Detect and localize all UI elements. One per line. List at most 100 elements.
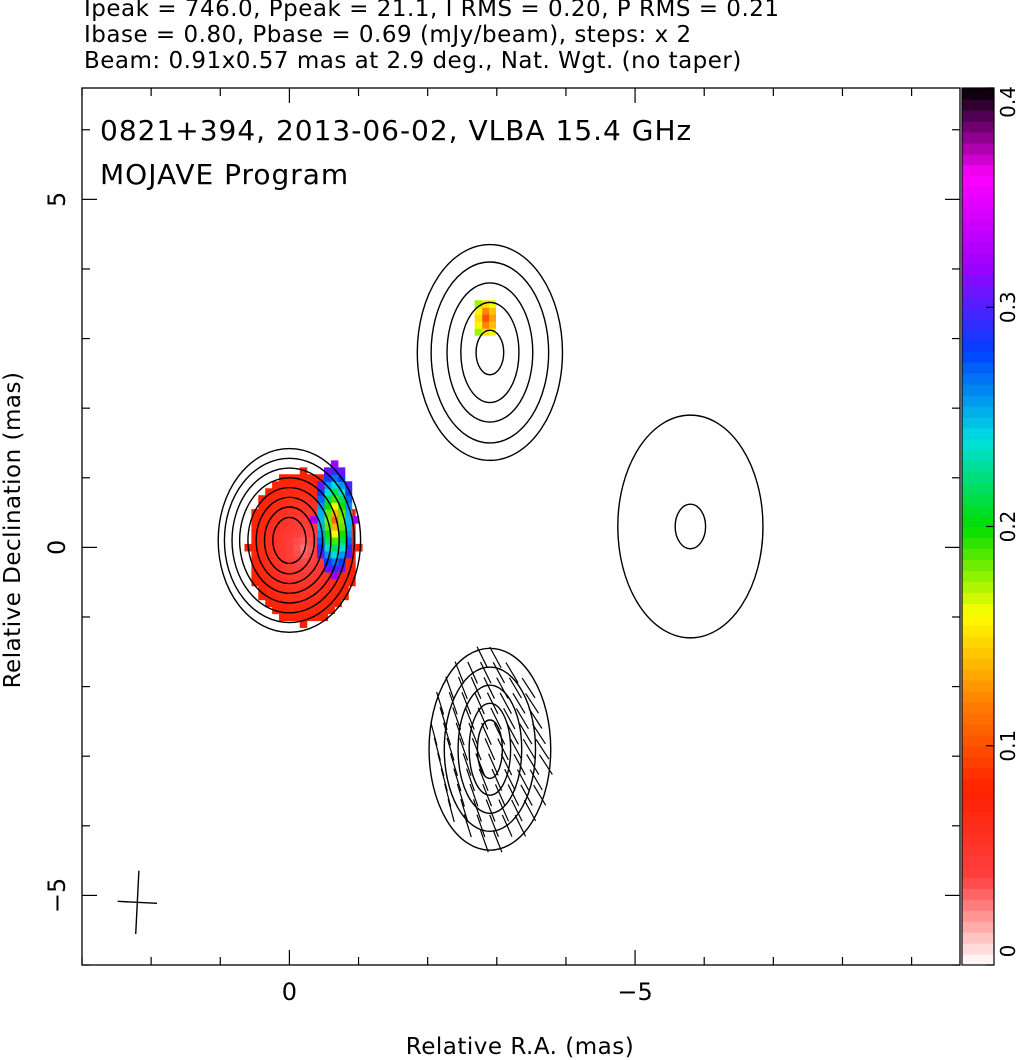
polarization-pixel [272,495,280,503]
colorbar-swatch [962,131,994,144]
polarization-pixel [474,328,483,336]
intensity-contour [231,467,348,614]
polarization-pixel [265,509,273,517]
colorbar-swatch [962,120,994,133]
evpa-tick [455,722,465,746]
evpa-tick [448,691,458,715]
intensity-contour [457,684,523,814]
polarization-pixel [299,529,308,538]
polarization-pixel [481,314,490,322]
polarization-pixel [279,592,287,601]
header-stats-line: Ipeak = 746.0, Ppeak = 21.1, I RMS = 0.2… [84,0,780,22]
polarization-pixel [279,529,287,538]
polarization-pixel [337,529,346,538]
intensity-contour [460,301,520,404]
colorbar-swatch [962,570,994,582]
polarization-pixel [265,557,273,566]
polarization-pixel [337,543,346,552]
polarization-pixel [285,564,294,573]
polarization-pixel [344,509,353,517]
evpa-tick [509,738,523,760]
colorbar-swatch [962,855,994,867]
evpa-tick [489,814,499,838]
colorbar-swatch [962,548,994,560]
y-axis-label: Relative Declination (mas) [0,372,26,689]
intensity-contour [255,496,324,585]
evpa-tick [464,707,475,730]
polarization-pixel [323,536,332,545]
polarization-pixel [348,578,356,587]
evpa-tick [487,753,499,776]
colorbar-swatch [962,340,994,352]
colorbar-swatch [962,351,994,363]
polarization-pixel [258,509,266,517]
polarization-pixel [251,516,259,524]
polarization-pixel [265,529,273,538]
polarization-pixel [299,481,308,489]
polarization-pixel [265,495,273,503]
polarization-pixel [285,550,294,559]
polarization-pixel [258,585,266,594]
polarization-pixel [330,474,339,482]
polarization-pixel [279,523,287,531]
polarization-pixel [299,495,308,503]
polarization-pixel [337,502,346,510]
evpa-tick [478,768,489,792]
polarization-pixel [251,557,259,566]
polarization-pixel [272,529,280,538]
polarization-pixel [337,467,346,475]
polarization-pixel [251,571,259,580]
polarization-pixel [330,543,339,552]
intensity-contour [263,506,315,575]
polarization-pixel [330,495,339,503]
polarization-pixel [341,592,349,601]
colorbar-swatch [962,932,994,944]
polarization-pixel [292,536,301,545]
colorbar-swatch [962,833,994,846]
colorbar-swatch [962,471,994,484]
polarization-pixel [279,606,287,615]
polarization-pixel [323,502,332,510]
polarization-pixel [285,571,294,580]
polarization-pixel [292,613,301,622]
intensity-contour [430,261,550,444]
polarization-pixel [251,523,259,531]
evpa-tick [512,692,526,714]
polarization-pixel [344,495,353,503]
polarization-pixel [313,474,322,482]
polarization-pixel [337,481,346,489]
polarization-pixel [251,543,259,552]
evpa-tick [459,737,469,761]
polarization-pixel [285,529,294,538]
polarization-pixel [265,571,273,580]
polarization-pixel [279,550,287,559]
polarization-pixel [299,474,308,482]
evpa-tick [497,738,509,761]
colorbar-swatch [962,526,994,539]
polarization-pixel [285,606,294,615]
polarization-pixel [272,516,280,524]
polarization-pixel [313,557,322,566]
polarization-pixel [258,557,266,566]
colorbar-swatch [962,943,994,955]
polarization-pixel [272,578,280,587]
colorbar-swatch [962,493,994,506]
evpa-tick [484,738,496,761]
polarization-pixel [306,606,315,615]
polarization-pixel [330,571,339,580]
evpa-tick [494,784,506,807]
polarization-pixel [313,578,322,587]
polarization-pixel [292,585,301,594]
x-axis-label: Relative R.A. (mas) [406,1034,634,1060]
polarization-pixel [317,495,325,503]
colorbar-swatch [962,208,994,221]
polarization-pixel [258,564,266,573]
polarization-pixel [285,536,294,545]
evpa-tick [538,754,553,775]
polarization-pixel [330,460,339,468]
polarization-pixel [272,585,280,594]
colorbar-swatch [962,745,994,758]
polarization-pixel [299,516,308,524]
evpa-tick [466,768,476,792]
polarization-pixel [258,578,266,587]
